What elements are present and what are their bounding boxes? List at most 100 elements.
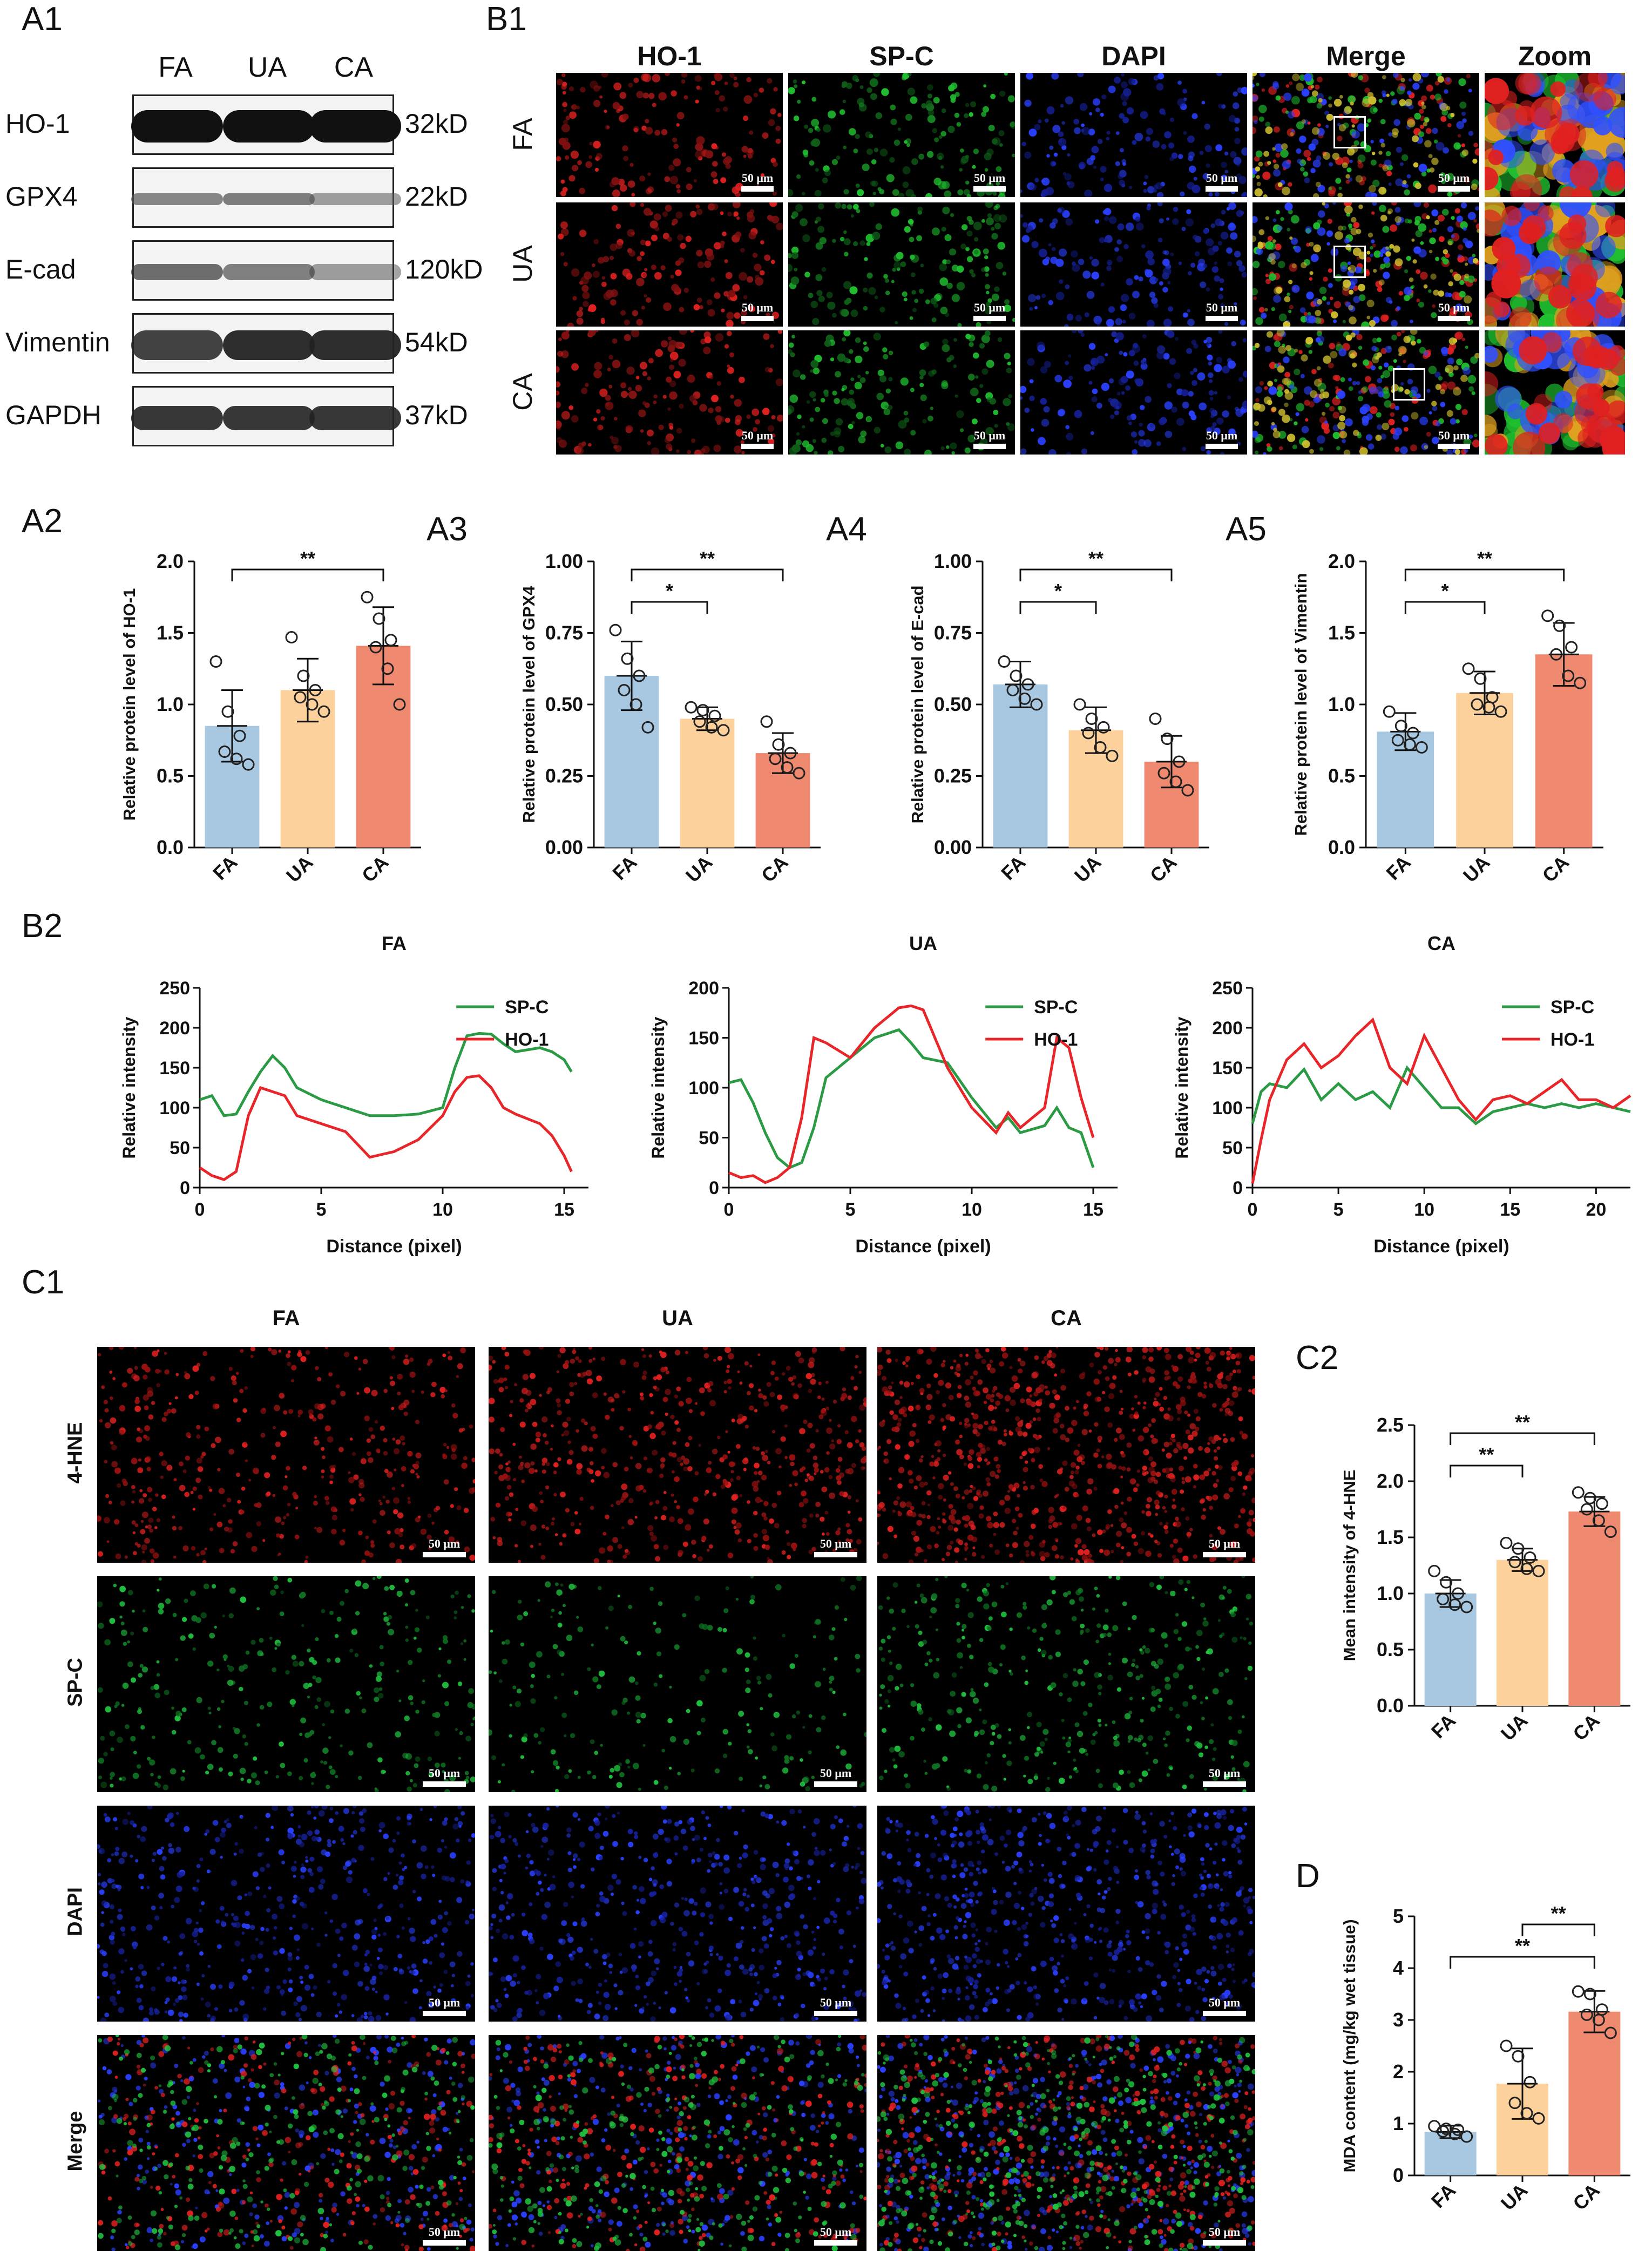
fluorescence-spot <box>1087 1527 1092 1531</box>
fluorescence-spot <box>965 1354 969 1357</box>
fluorescence-spot <box>1407 174 1411 179</box>
fluorescence-spot <box>1252 288 1258 295</box>
fluorescence-spot <box>1551 129 1575 153</box>
fluorescence-spot <box>969 342 973 347</box>
fluorescence-spot <box>333 1464 336 1468</box>
fluorescence-spot <box>976 1492 980 1496</box>
fluorescence-spot <box>1465 262 1468 266</box>
fluorescence-spot <box>726 312 734 320</box>
fluorescence-spot <box>693 1496 699 1502</box>
fluorescence-spot <box>1436 384 1441 390</box>
series-line <box>729 1030 1093 1168</box>
fluorescence-spot <box>1045 118 1049 123</box>
fluorescence-spot <box>393 1509 398 1514</box>
fluorescence-spot <box>1325 403 1330 408</box>
fluorescence-spot <box>1170 1477 1176 1482</box>
fluorescence-spot <box>945 313 949 317</box>
fluorescence-spot <box>1345 418 1353 426</box>
fluorescence-spot <box>1045 1386 1048 1389</box>
fluorescence-spot <box>699 404 707 411</box>
fluorescence-spot <box>983 248 989 254</box>
fluorescence-spot <box>245 1460 248 1462</box>
fluorescence-spot <box>844 357 849 363</box>
if-image-tile: 50 μm <box>788 202 1015 327</box>
fluorescence-spot <box>1148 1467 1155 1473</box>
fluorescence-spot <box>1001 1347 1006 1352</box>
fluorescence-spot <box>342 1529 346 1532</box>
fluorescence-spot <box>1119 351 1123 355</box>
fluorescence-spot <box>579 230 587 238</box>
fluorescence-spot <box>1409 78 1412 82</box>
fluorescence-spot <box>1256 248 1263 255</box>
fluorescence-spot <box>598 85 601 89</box>
fluorescence-spot <box>1127 415 1132 421</box>
fluorescence-spot <box>1241 192 1247 197</box>
fluorescence-spot <box>1356 381 1360 385</box>
fluorescence-spot <box>457 1363 463 1369</box>
fluorescence-spot <box>619 1426 624 1431</box>
fluorescence-spot <box>1415 182 1421 189</box>
fluorescence-spot <box>1420 272 1428 280</box>
fluorescence-spot <box>758 1388 761 1392</box>
fluorescence-spot <box>1054 1538 1058 1542</box>
scale-bar-line <box>1438 444 1470 449</box>
fluorescence-spot <box>1272 81 1278 87</box>
fluorescence-spot <box>1258 229 1264 235</box>
fluorescence-spot <box>877 1347 882 1353</box>
fluorescence-spot <box>681 79 686 84</box>
fluorescence-spot <box>556 402 561 408</box>
fluorescence-spot <box>1115 318 1122 325</box>
fluorescence-spot <box>872 232 880 240</box>
fluorescence-spot <box>1081 129 1084 132</box>
fluorescence-spot <box>881 402 889 410</box>
fluorescence-spot <box>1157 202 1163 206</box>
fluorescence-spot <box>1304 73 1312 82</box>
fluorescence-spot <box>649 1433 656 1439</box>
fluorescence-spot <box>713 1493 717 1497</box>
fluorescence-spot <box>874 148 878 152</box>
fluorescence-spot <box>1138 1401 1141 1405</box>
fluorescence-spot <box>1164 1510 1167 1513</box>
fluorescence-spot <box>1389 244 1394 249</box>
fluorescence-spot <box>847 1442 853 1448</box>
fluorescence-spot <box>498 1464 503 1469</box>
fluorescence-spot <box>295 1535 300 1540</box>
fluorescence-spot <box>325 1347 328 1349</box>
fluorescence-spot <box>1368 443 1375 450</box>
if-column-header: SP-C <box>788 40 1015 72</box>
fluorescence-spot <box>1137 1469 1140 1473</box>
fluorescence-spot <box>1323 356 1331 364</box>
fluorescence-spot <box>1468 387 1474 392</box>
fluorescence-spot <box>724 1390 727 1393</box>
fluorescence-spot <box>278 1350 281 1353</box>
fluorescence-spot <box>993 1511 998 1516</box>
fluorescence-spot <box>387 1530 391 1534</box>
fluorescence-spot <box>970 101 976 107</box>
fluorescence-spot <box>1461 112 1466 116</box>
fluorescence-spot <box>836 155 841 160</box>
fluorescence-spot <box>197 1363 200 1367</box>
fluorescence-spot <box>1098 139 1103 144</box>
fluorescence-spot <box>835 202 841 209</box>
significance-bracket <box>232 569 383 581</box>
fluorescence-spot <box>358 1368 361 1371</box>
fluorescence-spot <box>729 73 735 78</box>
fluorescence-spot <box>147 1467 151 1472</box>
fluorescence-spot <box>810 369 813 372</box>
fluorescence-spot <box>1069 1481 1075 1487</box>
fluorescence-spot <box>1302 440 1310 448</box>
fluorescence-spot <box>1385 251 1391 256</box>
fluorescence-spot <box>1062 1507 1065 1509</box>
fluorescence-spot <box>590 1461 594 1466</box>
x-axis-label: Distance (pixel) <box>326 1236 462 1257</box>
fluorescence-spot <box>1121 1522 1127 1528</box>
fluorescence-spot <box>857 189 864 196</box>
fluorescence-spot <box>579 307 583 311</box>
fluorescence-spot <box>926 1515 931 1520</box>
fluorescence-spot <box>773 161 778 167</box>
fluorescence-spot <box>248 1479 251 1482</box>
fluorescence-spot <box>858 1371 862 1374</box>
fluorescence-spot <box>1114 77 1121 84</box>
fluorescence-spot <box>401 1466 407 1472</box>
scale-bar: 50 μm <box>739 301 776 321</box>
